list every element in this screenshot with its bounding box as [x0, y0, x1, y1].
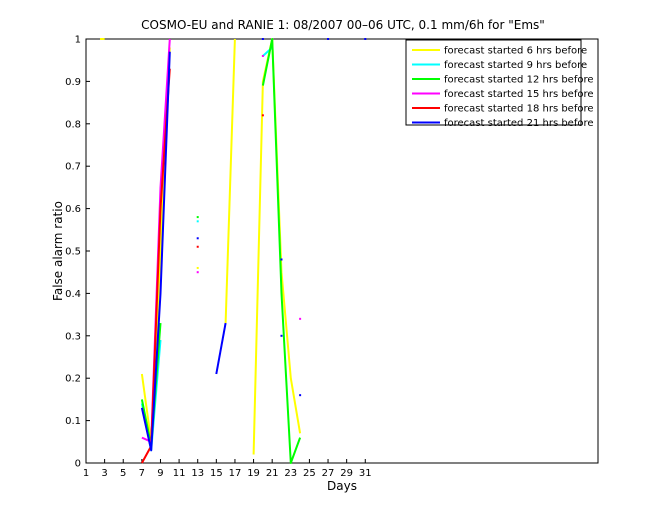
y-axis-title: False alarm ratio [51, 201, 65, 301]
series-5 [141, 68, 264, 464]
y-axis-ticks: 0 0.1 0.2 0.3 0.4 0.5 0.6 0.7 0.8 0.9 1 [65, 35, 90, 470]
series-point [299, 394, 302, 397]
x-tick-label: 19 [247, 468, 260, 479]
series-point [196, 216, 199, 219]
series-point [196, 266, 199, 269]
series-point [196, 271, 199, 274]
series-point [196, 245, 199, 248]
series-point [196, 237, 199, 240]
y-tick-label: 0.5 [65, 247, 81, 258]
legend-label: forecast started 21 hrs before [444, 118, 594, 129]
x-tick-label: 1 [83, 468, 89, 479]
series-point [261, 38, 264, 40]
series-line [215, 322, 227, 375]
y-tick-label: 0.7 [65, 162, 81, 173]
series-point [280, 334, 283, 337]
legend-label: forecast started 9 hrs before [444, 60, 587, 71]
x-tick-label: 27 [322, 468, 335, 479]
x-tick-label: 29 [340, 468, 353, 479]
legend-label: forecast started 15 hrs before [444, 89, 594, 100]
chart-title: COSMO-EU and RANIE 1: 08/2007 00–06 UTC,… [141, 18, 545, 32]
series-point [327, 38, 330, 40]
x-axis-ticks: 1 3 5 7 9 11 13 15 17 19 21 23 25 27 29 31 [83, 459, 372, 479]
y-tick-label: 0.1 [65, 416, 81, 427]
x-tick-label: 5 [120, 468, 126, 479]
x-tick-label: 21 [266, 468, 279, 479]
series-line [224, 38, 236, 324]
x-tick-label: 31 [359, 468, 372, 479]
legend: forecast started 6 hrs before forecast st… [405, 39, 594, 129]
series-point [299, 317, 302, 320]
legend-label: forecast started 18 hrs before [444, 104, 594, 115]
x-tick-label: 15 [210, 468, 223, 479]
y-tick-label: 0.9 [65, 77, 81, 88]
x-axis-title: Days [327, 479, 357, 493]
x-tick-label: 17 [229, 468, 242, 479]
series-line [141, 68, 171, 464]
x-tick-label: 3 [101, 468, 107, 479]
series-point [280, 258, 283, 261]
y-tick-label: 1 [75, 35, 81, 46]
x-tick-label: 7 [139, 468, 145, 479]
x-tick-label: 13 [191, 468, 204, 479]
x-tick-label: 25 [303, 468, 316, 479]
legend-label: forecast started 12 hrs before [444, 75, 594, 86]
series-6 [140, 38, 367, 452]
legend-label: forecast started 6 hrs before [444, 46, 587, 57]
series-line [261, 38, 302, 464]
y-tick-label: 0.8 [65, 119, 81, 130]
legend-box [405, 39, 582, 126]
series-point [196, 220, 199, 223]
series-line [140, 51, 171, 452]
series-point [261, 54, 264, 57]
x-tick-label: 23 [284, 468, 297, 479]
x-tick-label: 9 [157, 468, 163, 479]
y-tick-label: 0 [75, 459, 81, 470]
series-point [364, 38, 367, 40]
y-tick-label: 0.4 [65, 289, 81, 300]
series-point [261, 114, 264, 117]
series-layer [100, 38, 367, 464]
y-tick-label: 0.3 [65, 331, 81, 342]
y-tick-label: 0.6 [65, 204, 81, 215]
y-tick-label: 0.2 [65, 374, 81, 385]
x-tick-label: 11 [173, 468, 186, 479]
